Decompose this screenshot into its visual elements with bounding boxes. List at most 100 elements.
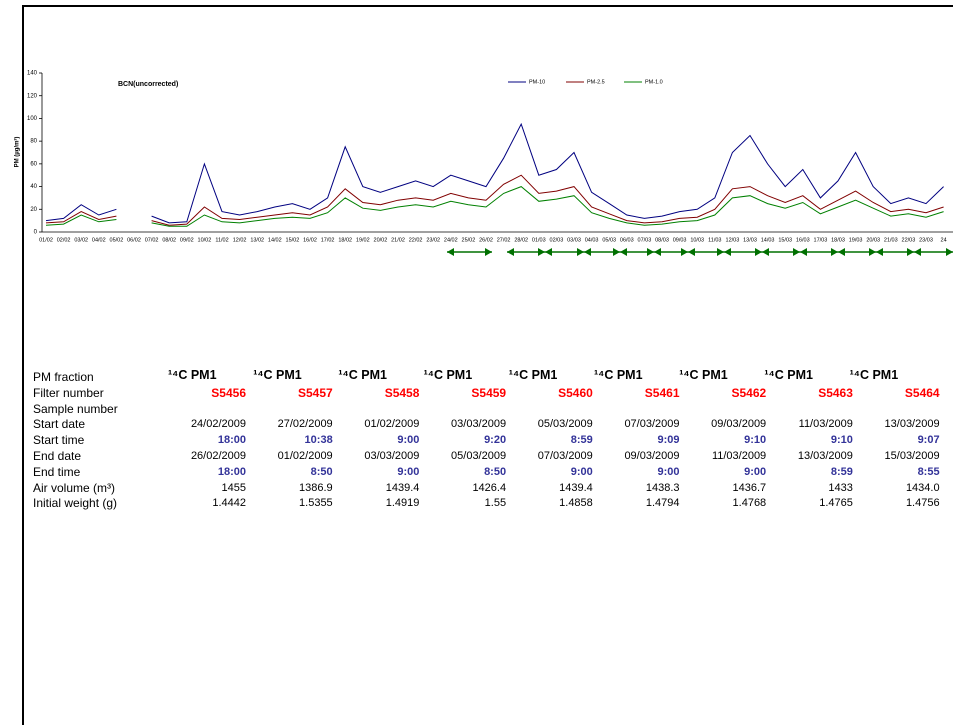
x-tick-label: 20/03 xyxy=(866,237,880,243)
x-tick-label: 24 xyxy=(941,237,947,243)
table-cell: 1386.9 xyxy=(299,481,333,494)
table-cell: PM fraction xyxy=(33,370,94,384)
table-cell: Sample number xyxy=(33,401,118,416)
y-tick-label: 20 xyxy=(30,207,37,213)
x-tick-label: 13/02 xyxy=(250,237,264,243)
table-cell: 27/02/2009 xyxy=(277,418,333,431)
table-cell: 9:20 xyxy=(484,434,507,447)
legend-label: PM-2.5 xyxy=(587,79,605,85)
table-cell: ¹⁴C PM1 xyxy=(594,368,643,382)
table-cell: 01/02/2009 xyxy=(277,450,333,462)
table-cell: 26/02/2009 xyxy=(190,450,246,462)
x-tick-label: 14/02 xyxy=(268,237,282,243)
table-cell: 1455 xyxy=(221,481,246,494)
table-cell: 15/03/2009 xyxy=(884,450,940,462)
chart-title: BCN(uncorrected) xyxy=(118,81,178,88)
x-tick-label: 03/03 xyxy=(567,237,581,243)
y-tick-label: 0 xyxy=(34,230,38,236)
x-tick-label: 20/02 xyxy=(374,237,388,243)
table-cell: ¹⁴C PM1 xyxy=(764,368,813,382)
table-cell: S5462 xyxy=(731,385,767,400)
table-cell: 8:50 xyxy=(310,465,333,478)
table-cell: 09/03/2009 xyxy=(711,418,767,431)
table-cell: 13/03/2009 xyxy=(884,418,940,431)
x-tick-label: 26/02 xyxy=(479,237,493,243)
table-cell: 8:59 xyxy=(570,434,593,447)
table-cell: 1.4756 xyxy=(905,497,940,510)
table-cell: 24/02/2009 xyxy=(190,418,246,431)
y-tick-label: 40 xyxy=(30,184,37,190)
table-cell: S5456 xyxy=(211,385,246,400)
y-tick-label: 140 xyxy=(27,71,38,77)
x-tick-label: 21/03 xyxy=(884,237,898,243)
y-tick-label: 80 xyxy=(30,139,37,145)
table-cell: 1426.4 xyxy=(472,481,507,494)
table-cell: S5457 xyxy=(297,385,333,400)
table-cell: S5463 xyxy=(818,385,853,400)
y-axis-label: PM (µg/m³) xyxy=(14,137,21,168)
table-cell: 9:00 xyxy=(657,465,680,478)
table-cell: 9:00 xyxy=(397,434,420,447)
x-tick-label: 28/02 xyxy=(514,237,528,243)
table-cell: 05/03/2009 xyxy=(537,418,593,431)
table-cell: 07/03/2009 xyxy=(537,450,593,462)
x-tick-label: 18/03 xyxy=(831,237,845,243)
table-cell: 1434.0 xyxy=(905,481,940,494)
x-tick-label: 12/03 xyxy=(726,237,740,243)
x-tick-label: 19/02 xyxy=(356,237,370,243)
table-cell: 18:00 xyxy=(217,465,246,478)
table-cell: ¹⁴C PM1 xyxy=(849,368,899,382)
x-tick-label: 13/03 xyxy=(743,237,757,243)
x-tick-label: 06/03 xyxy=(620,237,634,243)
x-tick-label: 09/02 xyxy=(180,237,194,243)
table-cell: 1.5355 xyxy=(299,497,333,510)
x-tick-label: 19/03 xyxy=(849,237,863,243)
x-tick-label: 02/02 xyxy=(57,237,71,243)
x-tick-label: 04/03 xyxy=(585,237,599,243)
table-cell: 05/03/2009 xyxy=(451,450,507,462)
arrow-head xyxy=(654,248,688,256)
table-cell: 1.4919 xyxy=(385,497,420,510)
x-tick-label: 02/03 xyxy=(550,237,564,243)
table-cell: S5460 xyxy=(558,385,593,400)
table-cell: 1438.3 xyxy=(645,481,680,494)
table-cell: 8:55 xyxy=(917,465,940,478)
table-cell: 07/03/2009 xyxy=(624,418,680,431)
x-tick-label: 24/02 xyxy=(444,237,458,243)
chart: BCN(uncorrected) PM (µg/m³) 0 20 40 60 80 100… xyxy=(14,71,953,256)
x-tick-label: 23/02 xyxy=(426,237,440,243)
x-tick-label: 07/03 xyxy=(638,237,652,243)
x-tick-label: 03/02 xyxy=(74,237,88,243)
series-line xyxy=(45,122,944,224)
slide-frame xyxy=(22,5,953,725)
table-cell: ¹⁴C PM1 xyxy=(338,368,387,382)
table-cell: End date xyxy=(33,449,82,463)
table-cell: 1.55 xyxy=(484,497,507,510)
table-cell: Start time xyxy=(33,433,85,448)
table-cell: ¹⁴C PM1 xyxy=(253,368,302,382)
table-cell: ¹⁴C PM1 xyxy=(679,368,728,382)
table-cell: ¹⁴C PM1 xyxy=(423,368,473,382)
x-tick-label: 10/02 xyxy=(198,237,212,243)
table-cell: 9:10 xyxy=(744,434,767,447)
table-cell: 1439.4 xyxy=(385,481,420,494)
table-cell: 10:38 xyxy=(304,434,333,447)
x-tick-label: 09/03 xyxy=(673,237,687,243)
table-cell: S5464 xyxy=(904,385,940,400)
x-tick-label: 01/03 xyxy=(532,237,546,243)
x-tick-label: 05/02 xyxy=(110,237,124,243)
table-cell: ¹⁴C PM1 xyxy=(168,368,217,382)
x-tick-label: 15/02 xyxy=(286,237,300,243)
table-cell: 9:00 xyxy=(397,465,420,478)
x-tick-label: 21/02 xyxy=(391,237,405,243)
y-tick-label: 60 xyxy=(30,161,37,167)
x-tick-label: 08/02 xyxy=(162,237,176,243)
x-tick-label: 22/03 xyxy=(902,237,916,243)
table-cell: 9:00 xyxy=(744,465,767,478)
table-cell: Initial weight (g) xyxy=(33,496,118,511)
x-tick-label: 10/03 xyxy=(690,237,704,243)
x-tick-label: 27/02 xyxy=(497,237,511,243)
table-cell: 1.4442 xyxy=(212,497,246,510)
table-cell: 1436.7 xyxy=(732,481,767,494)
